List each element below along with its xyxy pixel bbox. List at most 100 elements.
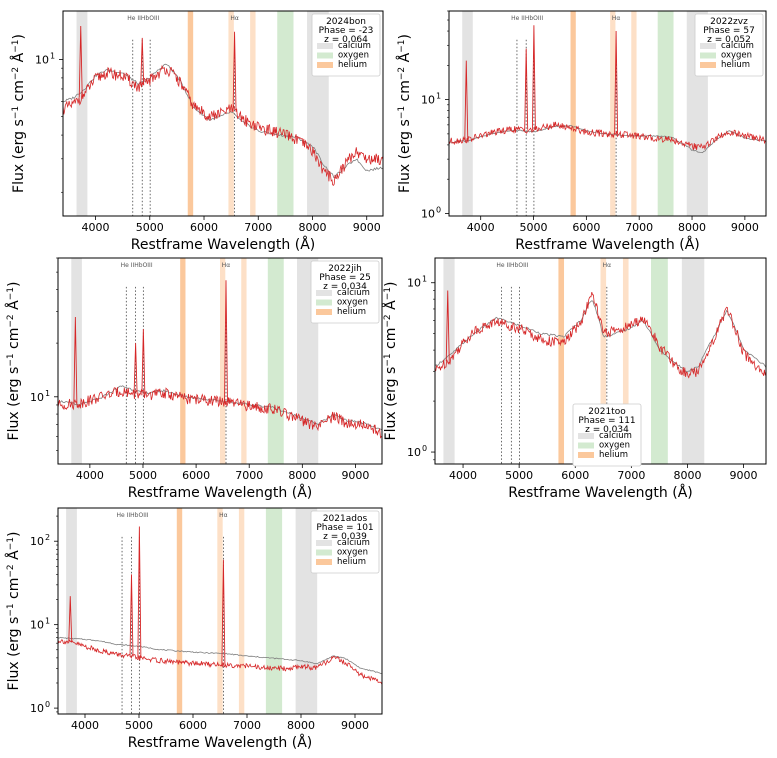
emission-spike (140, 37, 145, 86)
template-spectrum (63, 63, 383, 179)
legend-label: helium (337, 557, 366, 567)
legend-label: oxygen (337, 298, 368, 308)
y-axis-label: Flux (erg s−1 cm−2 Å−1) (10, 34, 27, 193)
legend-title-line: 2022jih (328, 264, 362, 274)
emission-spike (224, 280, 228, 403)
band-helium_light (217, 508, 223, 714)
y-label-part: cm (6, 328, 22, 354)
y-label-part: ) (11, 34, 27, 39)
y-label-superscript: −2 (397, 67, 407, 80)
y-tick-label: 10 (407, 446, 421, 459)
x-tick-label: 4000 (82, 221, 110, 234)
plot-area (63, 11, 383, 216)
x-tick-label: 5000 (136, 221, 164, 234)
x-tick-label: 6000 (179, 719, 207, 732)
y-label-part: cm (11, 80, 27, 106)
emission-spike (137, 526, 142, 658)
y-label-part: Flux (erg s (11, 119, 27, 193)
band-helium (570, 11, 576, 216)
x-tick-label: 8000 (287, 719, 315, 732)
legend-box (310, 510, 380, 574)
y-label-superscript: −1 (6, 537, 16, 550)
axes-frame (62, 10, 384, 217)
template-spectrum (449, 124, 766, 154)
y-axis-label: Flux (erg s−1 cm−2 Å−1) (382, 282, 399, 441)
legend-title-line: Phase = 57 (703, 26, 755, 36)
legend-label: calcium (338, 41, 371, 51)
emission-spike (141, 328, 146, 396)
legend-title-line: 2021ados (323, 514, 368, 524)
band-oxygen (657, 11, 674, 216)
legend-title-line: Phase = 101 (316, 523, 373, 533)
legend-title-line: Phase = -23 (319, 26, 374, 36)
legend-label: helium (721, 60, 750, 70)
x-tick-label: 8000 (678, 221, 706, 234)
legend-swatch-oxygen (700, 52, 716, 59)
legend-label: helium (337, 307, 366, 317)
band-oxygen (267, 258, 284, 464)
legend-title-line: z = 0.034 (323, 282, 367, 292)
band-helium (176, 508, 183, 714)
line-label: Hα (603, 262, 612, 269)
emission-spike (133, 343, 138, 394)
y-label-part: Flux (erg s (383, 367, 399, 441)
band-helium_light (250, 11, 256, 216)
y-label-superscript: −2 (383, 314, 393, 327)
band-helium_light (220, 258, 226, 464)
y-label-part: cm (383, 328, 399, 354)
emission-spike (531, 25, 536, 130)
legend-swatch-calcium (316, 540, 332, 546)
line-label: Hα (219, 512, 228, 519)
y-label-part: Flux (erg s (6, 617, 22, 691)
line-label: Hα (230, 15, 239, 22)
y-label-superscript: −2 (6, 564, 16, 577)
observed-spectrum (449, 121, 766, 151)
band-helium_light (238, 508, 245, 714)
legend-box (572, 403, 642, 467)
panel-2024bon: He IIHbOIII Hα 4000 5000 6000 7000 8000 9000 10 1… (10, 10, 384, 253)
y-label-part: Flux (erg s (397, 119, 413, 193)
x-tick-label: 5000 (505, 469, 533, 482)
band-calcium (76, 11, 88, 216)
emission-spike (221, 559, 226, 665)
y-tick-label: 10 (30, 535, 44, 548)
y-label-part: cm (397, 80, 413, 106)
emission-spike (232, 31, 237, 112)
x-tick-label: 7000 (233, 719, 261, 732)
band-oxygen (265, 508, 283, 714)
legend-label: helium (599, 450, 628, 460)
legend-box (310, 260, 380, 324)
y-label-superscript: −1 (383, 353, 393, 366)
x-axis-label: Restframe Wavelength (Å) (128, 484, 312, 501)
legend-label: calcium (721, 41, 754, 51)
band-oxygen (277, 11, 294, 216)
band-helium_light (600, 258, 607, 464)
x-tick-label: 7000 (617, 469, 645, 482)
y-tick-label: 10 (30, 391, 44, 404)
legend-title-line: Phase = 111 (578, 416, 635, 426)
band-oxygen (650, 258, 668, 464)
line-label: He IIHbOIII (117, 512, 149, 519)
observed-spectrum (58, 387, 382, 439)
y-label-part: ) (383, 282, 399, 287)
y-label-part: Å (382, 300, 399, 314)
x-tick-label: 4000 (76, 469, 104, 482)
legend-label: oxygen (337, 548, 368, 558)
y-tick-exponent: 1 (45, 617, 50, 626)
legend-label: calcium (337, 288, 370, 298)
x-tick-label: 9000 (730, 469, 758, 482)
line-label: Hα (612, 15, 621, 22)
axes-frame (448, 10, 767, 217)
y-tick-exponent: 1 (422, 275, 427, 284)
legend-label: oxygen (599, 441, 630, 451)
y-label-superscript: −1 (397, 40, 407, 53)
band-helium_light (610, 11, 616, 216)
x-tick-label: 7000 (235, 469, 263, 482)
y-tick-exponent: 2 (45, 533, 50, 542)
plot-area (58, 508, 382, 714)
